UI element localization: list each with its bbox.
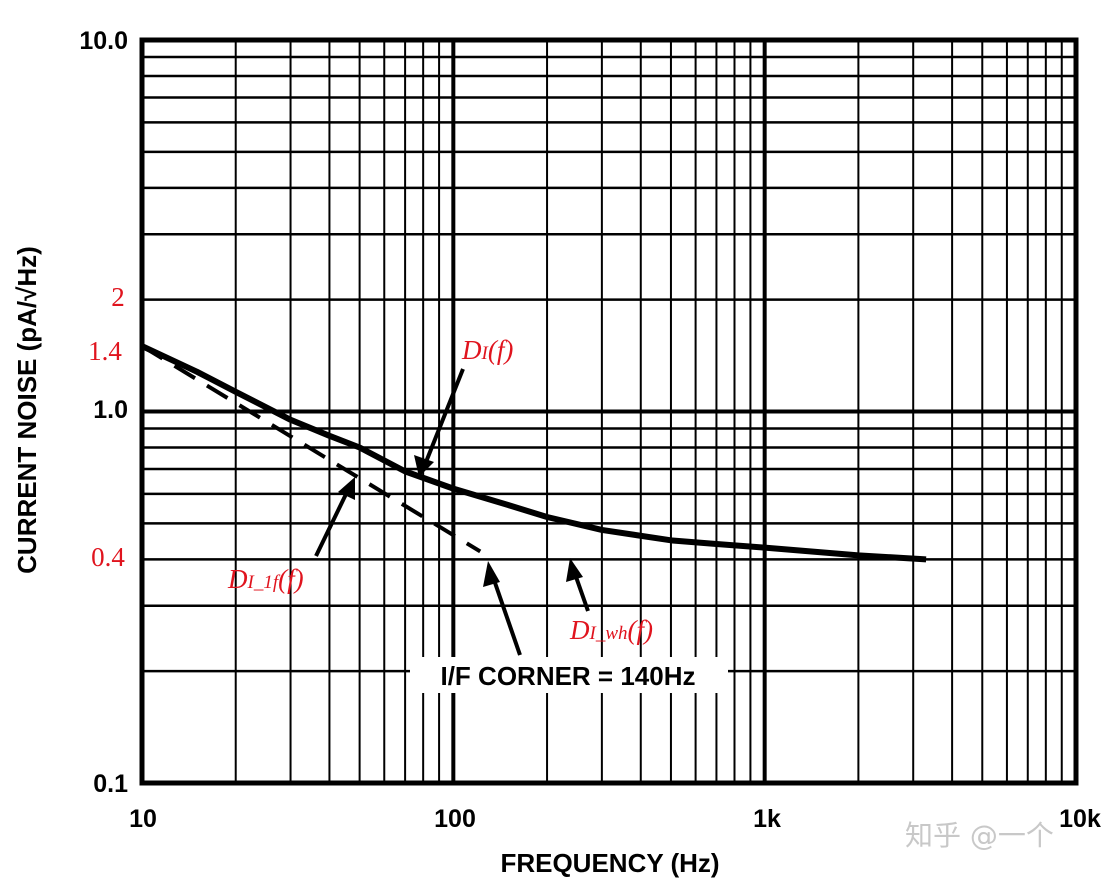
y-annotation-tick: 2 [111, 282, 125, 312]
x-tick-label: 10k [1059, 805, 1101, 833]
arrow-total [424, 368, 465, 463]
arrowhead-icon [338, 477, 355, 500]
x-tick-label: 10 [129, 805, 157, 833]
corner-frequency-label: I/F CORNER = 140Hz [440, 661, 695, 691]
label-one-over-f-noise: DI_1f(f) [227, 564, 304, 594]
y-annotation-tick: 1.4 [88, 336, 122, 366]
series-layer [140, 343, 927, 563]
arrows [314, 368, 590, 656]
series-one-over-f-noise [140, 344, 482, 554]
y-axis-label: CURRENT NOISE (pA/√Hz) [12, 246, 42, 574]
label-total-noise: DI(f) [461, 335, 513, 365]
label-white-noise: DI_wh(f) [569, 615, 653, 645]
arrow-corner [491, 576, 522, 656]
arrow-white [573, 573, 590, 612]
arrowhead-icon [483, 561, 500, 587]
x-tick-label: 1k [753, 805, 781, 833]
y-tick-label: 10.0 [79, 27, 128, 55]
x-tick-label: 100 [434, 805, 476, 833]
series-total-noise [140, 343, 927, 563]
y-tick-label: 0.1 [93, 770, 128, 798]
x-axis-label: FREQUENCY (Hz) [500, 848, 719, 878]
arrowhead-icon [414, 455, 434, 477]
plot-frame [139, 37, 1079, 786]
y-tick-label: 1.0 [93, 396, 128, 424]
y-annotation-tick: 0.4 [91, 542, 125, 572]
arrow-one-over-f [314, 489, 350, 557]
watermark: 知乎 @一个 [905, 819, 1054, 852]
arrowhead-icon [566, 558, 583, 582]
corner-label-background [410, 657, 728, 693]
